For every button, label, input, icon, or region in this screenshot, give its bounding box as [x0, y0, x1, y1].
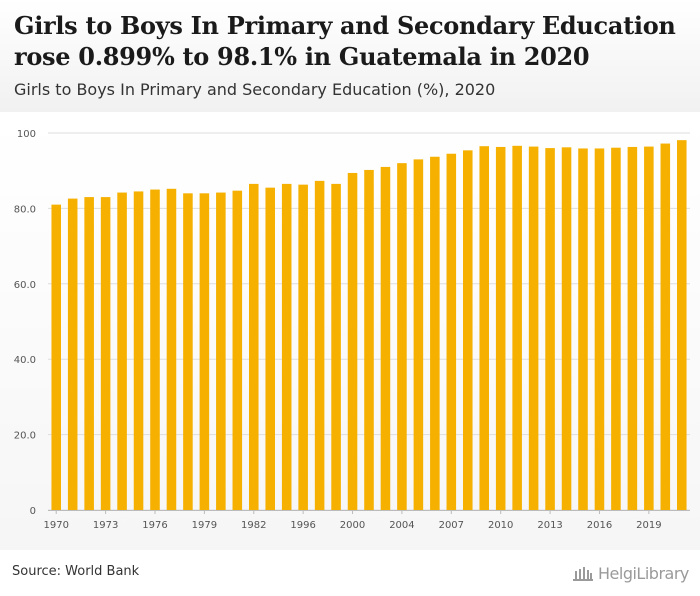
y-tick-label: 60.0 — [14, 280, 36, 291]
bar-2011 — [545, 148, 555, 510]
bar-2016 — [627, 146, 638, 510]
bar-2015 — [611, 147, 621, 510]
x-tick-label: 1973 — [93, 520, 118, 531]
bar-1970 — [51, 204, 62, 510]
bar-2006 — [462, 150, 473, 511]
bar-1976 — [150, 189, 160, 511]
x-tick-label: 2010 — [488, 520, 513, 531]
logo-text: HelgiLibrary — [598, 563, 689, 583]
bar-2017 — [644, 146, 654, 510]
bar-2002 — [397, 163, 407, 510]
x-tick-label: 2019 — [636, 520, 661, 531]
bar-1972 — [84, 197, 94, 510]
y-tick-label: 40.0 — [14, 355, 36, 366]
chart-subtitle: Girls to Boys In Primary and Secondary E… — [14, 80, 496, 99]
source-note: Source: World Bank — [12, 564, 140, 579]
bar-1971 — [67, 198, 78, 510]
x-tick-label: 2016 — [587, 520, 612, 531]
bar-2001 — [380, 166, 391, 510]
bar-1973 — [100, 197, 111, 510]
bar-1983 — [265, 187, 276, 511]
bar-1995 — [281, 183, 292, 510]
bar-2013 — [578, 148, 588, 510]
bar-1999 — [347, 172, 358, 510]
x-tick-label: 1996 — [290, 520, 315, 531]
bar-1975 — [133, 191, 144, 510]
library-building-icon — [573, 567, 593, 581]
bar-1998 — [331, 183, 341, 510]
y-tick-label: 20.0 — [14, 431, 36, 442]
bar-1997 — [314, 180, 325, 510]
bar-1996 — [298, 184, 308, 511]
bar-1981 — [232, 190, 243, 510]
bar-2000 — [364, 169, 374, 511]
x-tick-label: 1982 — [241, 520, 266, 531]
bar-1978 — [183, 193, 193, 510]
bar-2012 — [561, 147, 572, 511]
x-tick-label: 1970 — [44, 520, 69, 531]
bar-2008 — [495, 146, 506, 510]
bar-2018 — [660, 143, 671, 510]
y-tick-label: 0 — [30, 506, 36, 517]
bar-2009 — [512, 145, 522, 510]
bar-2004 — [430, 156, 440, 510]
header: Girls to Boys In Primary and Secondary E… — [0, 0, 700, 112]
x-tick-label: 1979 — [192, 520, 217, 531]
bar-1974 — [117, 192, 127, 511]
x-tick-label: 2000 — [340, 520, 365, 531]
x-tick-label: 1976 — [142, 520, 167, 531]
chart-title: Girls to Boys In Primary and Secondary E… — [14, 11, 676, 71]
x-tick-label: 2013 — [537, 520, 562, 531]
bar-2007 — [479, 146, 490, 510]
bar-2010 — [528, 146, 539, 510]
bar-2005 — [446, 153, 457, 511]
y-tick-label: 100 — [17, 129, 36, 140]
bar-1980 — [216, 192, 226, 511]
bar-1977 — [166, 188, 177, 510]
x-tick-label: 2004 — [389, 520, 414, 531]
bar-2014 — [594, 148, 605, 510]
bar-1982 — [248, 183, 259, 510]
bar-2019 — [676, 140, 687, 510]
logo: HelgiLibrary — [572, 562, 689, 584]
bar-1979 — [199, 193, 210, 510]
bar-2003 — [413, 159, 424, 510]
y-tick-label: 80.0 — [14, 204, 36, 215]
x-tick-label: 2007 — [439, 520, 464, 531]
